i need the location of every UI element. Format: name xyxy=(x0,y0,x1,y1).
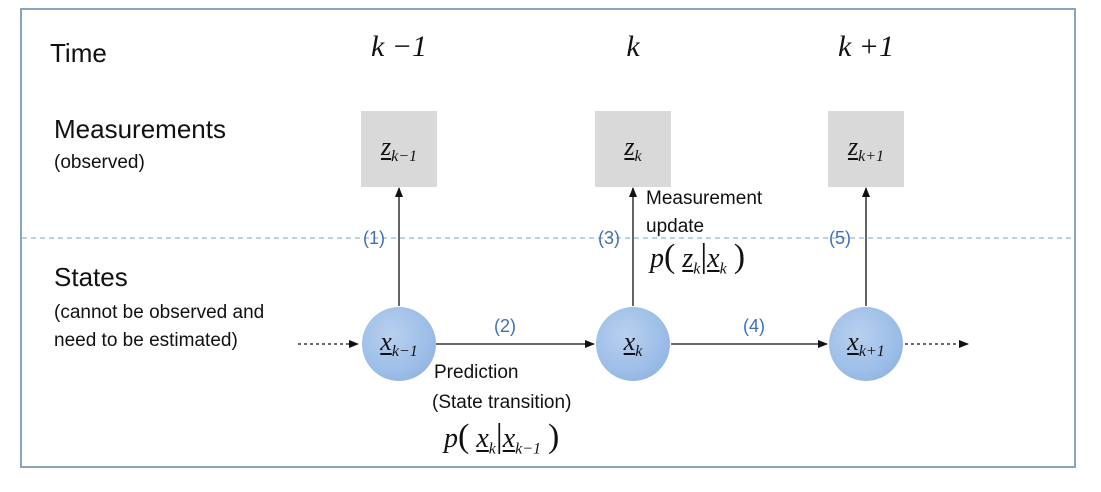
measurement-likelihood: p( zk|xk ) xyxy=(650,238,746,278)
transition-probability: p( xk|xk−1 ) xyxy=(444,418,560,458)
prob-x-sub: k xyxy=(488,440,496,458)
measurement-var: z xyxy=(380,131,392,161)
measurement-box-k-plus-1: zk+1 xyxy=(828,111,904,187)
state-var: x xyxy=(847,326,859,356)
measurement-var: z xyxy=(847,131,859,161)
measurement-sub: k xyxy=(634,148,642,166)
prediction-line2: (State transition) xyxy=(432,392,572,413)
observed-label: (observed) xyxy=(54,152,145,173)
measurement-box-k-minus-1: zk−1 xyxy=(361,111,437,187)
time-step-k: k xyxy=(626,30,640,63)
step-number-2: (2) xyxy=(494,316,516,336)
state-sub: k xyxy=(635,343,643,361)
prob-z-sub: k xyxy=(693,260,701,278)
state-var: x xyxy=(623,326,636,356)
prob-x-prev: x xyxy=(502,423,516,454)
states-note-line2: need to be estimated) xyxy=(54,330,238,351)
prob-z: z xyxy=(682,243,694,274)
state-sub: k−1 xyxy=(391,343,418,361)
state-node-k-plus-1: xk+1 xyxy=(829,307,903,381)
measurement-box-k: zk xyxy=(595,111,671,187)
prob-x-prev-sub: k−1 xyxy=(515,440,542,458)
prob-p: p xyxy=(650,243,664,274)
step-number-5: (5) xyxy=(829,228,851,248)
time-step-k-plus-1: k +1 xyxy=(837,30,895,63)
states-label: States xyxy=(54,262,128,292)
step-number-4: (4) xyxy=(743,316,765,336)
states-note-line1: (cannot be observed and xyxy=(54,302,265,323)
prob-x: x xyxy=(707,243,720,274)
step-number-1: (1) xyxy=(363,228,385,248)
measurement-sub: k−1 xyxy=(391,148,418,166)
measurement-var: z xyxy=(624,131,635,161)
measurement-sub: k+1 xyxy=(858,148,885,166)
state-node-k-minus-1: xk−1 xyxy=(362,307,436,381)
state-sub: k+1 xyxy=(858,343,885,361)
measurement-update-line1: Measurement xyxy=(646,188,763,209)
prob-p: p xyxy=(444,423,458,454)
time-label: Time xyxy=(50,38,107,68)
step-number-3: (3) xyxy=(598,228,620,248)
state-var: x xyxy=(380,326,392,356)
state-node-k: xk xyxy=(596,307,670,381)
time-step-k-minus-1: k −1 xyxy=(370,30,428,63)
prediction-line1: Prediction xyxy=(434,362,519,383)
measurements-label: Measurements xyxy=(54,114,226,144)
prob-x-sub: k xyxy=(719,260,727,278)
prob-x: x xyxy=(476,423,489,454)
measurement-update-line2: update xyxy=(646,216,705,237)
